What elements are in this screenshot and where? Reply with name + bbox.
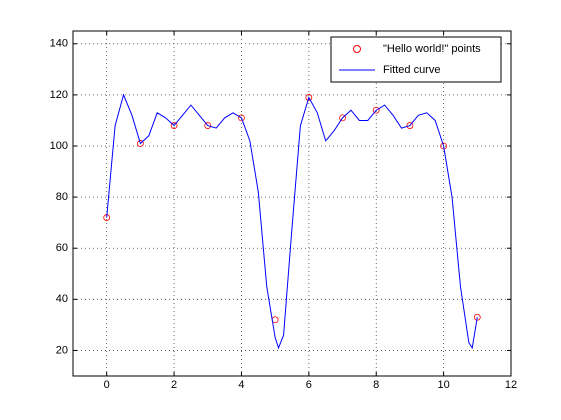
y-tick-label: 120 bbox=[50, 89, 68, 101]
x-tick-label: 12 bbox=[505, 379, 517, 391]
x-tick-label: 6 bbox=[306, 379, 312, 391]
y-tick-label: 40 bbox=[56, 293, 68, 305]
x-tick-label: 0 bbox=[104, 379, 110, 391]
legend-label: Fitted curve bbox=[383, 64, 440, 76]
y-tick-label: 140 bbox=[50, 38, 68, 50]
data-point bbox=[406, 122, 414, 129]
y-tick-label: 60 bbox=[56, 242, 68, 254]
data-point bbox=[136, 140, 144, 147]
data-point bbox=[305, 94, 313, 101]
legend-box bbox=[330, 36, 502, 83]
legend-label: "Hello world!" points bbox=[383, 43, 481, 55]
x-tick-label: 8 bbox=[373, 379, 379, 391]
data-point bbox=[170, 122, 178, 129]
y-tick-label: 20 bbox=[56, 344, 68, 356]
x-tick-label: 2 bbox=[171, 379, 177, 391]
x-tick-label: 4 bbox=[238, 379, 244, 391]
legend-marker bbox=[353, 45, 361, 53]
data-point bbox=[372, 106, 380, 114]
data-point bbox=[238, 114, 245, 122]
y-tick-label: 100 bbox=[50, 140, 68, 152]
data-point bbox=[339, 114, 346, 122]
axes-box bbox=[72, 30, 512, 377]
y-tick-label: 80 bbox=[56, 191, 68, 203]
data-point bbox=[204, 122, 212, 129]
fitted-line bbox=[106, 93, 478, 350]
x-tick-label: 10 bbox=[437, 379, 449, 391]
